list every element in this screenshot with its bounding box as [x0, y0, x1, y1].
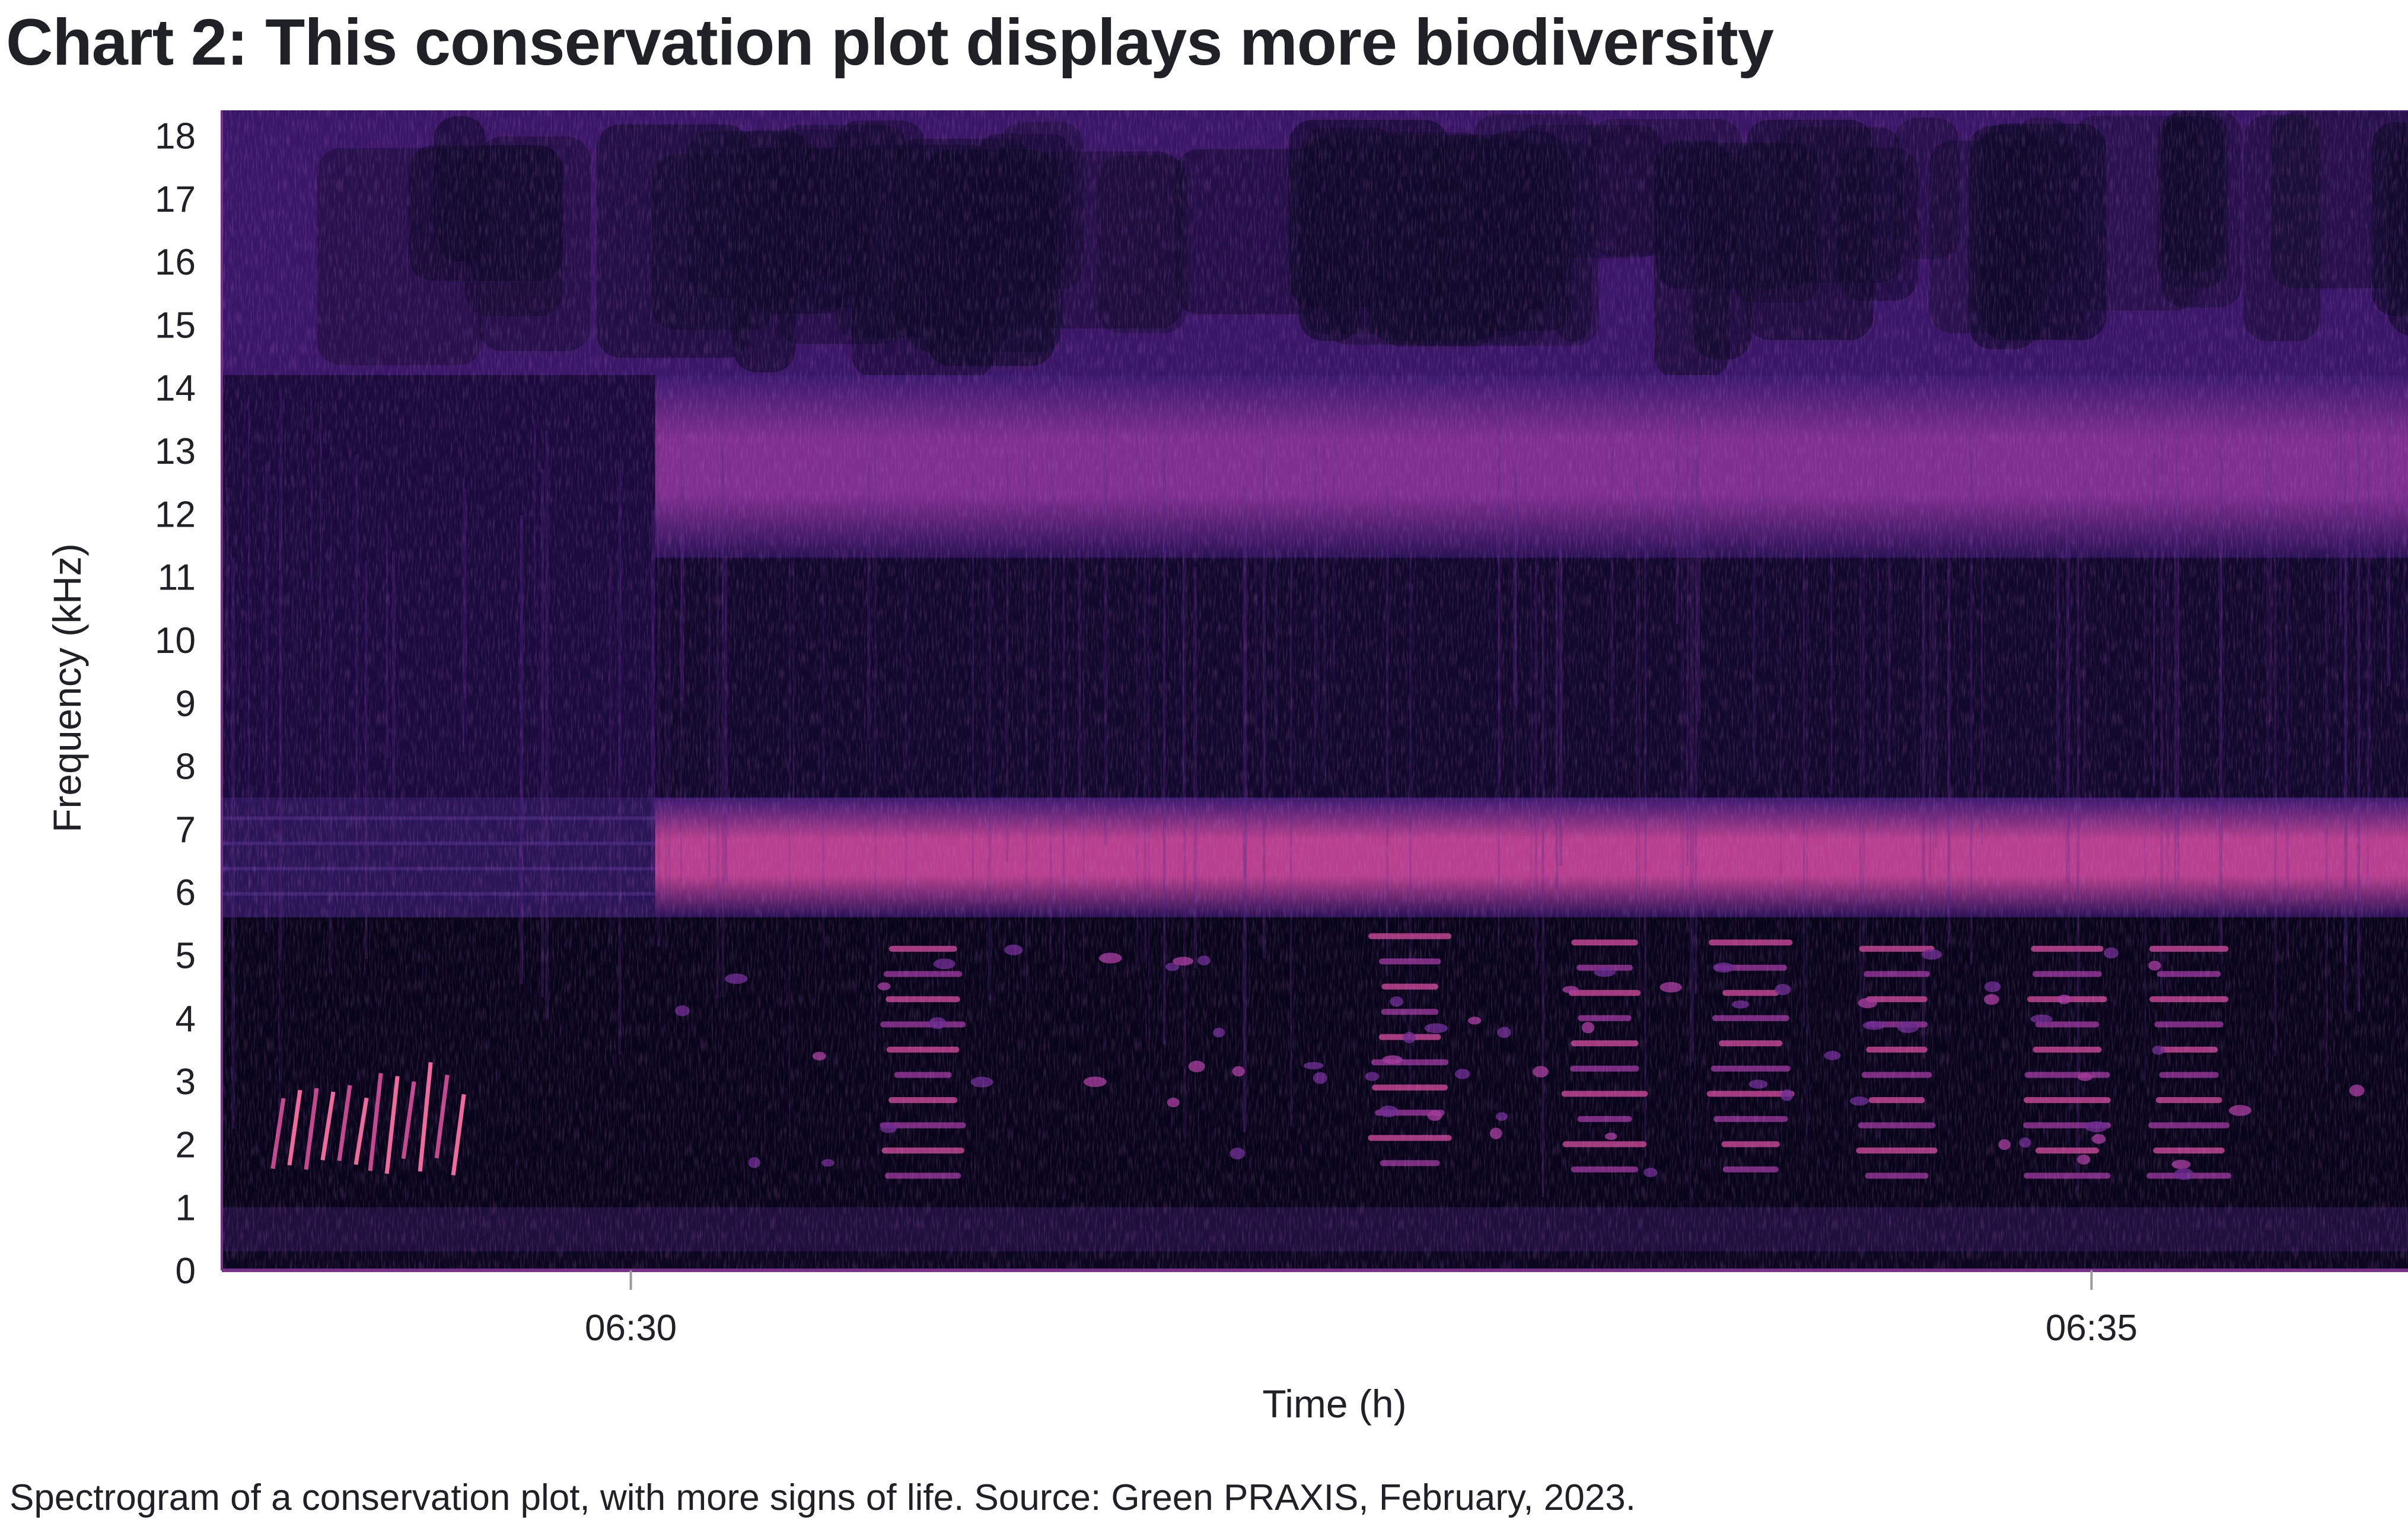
- y-tick-label: 5: [176, 935, 196, 976]
- y-tick-label: 0: [176, 1251, 196, 1292]
- y-tick-label: 13: [155, 431, 196, 472]
- y-tick-label: 4: [176, 999, 196, 1040]
- y-tick-label: 11: [158, 557, 196, 598]
- y-tick-label: 12: [155, 494, 196, 535]
- spectrogram-plot-area: [222, 110, 2408, 1269]
- y-tick-label: 8: [176, 747, 196, 788]
- y-tick-label: 2: [176, 1124, 196, 1165]
- y-tick-label: 7: [176, 810, 196, 850]
- x-axis-ticks: 06:30 06:35: [585, 1270, 2138, 1349]
- y-tick-label: 17: [155, 179, 196, 220]
- y-tick-label: 6: [176, 872, 196, 913]
- noise-texture: [222, 110, 2408, 1269]
- y-tick-label: 1: [176, 1188, 196, 1229]
- y-tick-label: 16: [155, 242, 196, 283]
- x-axis-label: Time (h): [1262, 1382, 1406, 1426]
- y-tick-label: 18: [155, 116, 196, 157]
- y-axis-label: Frequency (kHz): [45, 543, 89, 833]
- x-tick-label: 06:35: [2046, 1308, 2138, 1349]
- y-tick-label: 15: [155, 305, 196, 346]
- y-tick-label: 9: [176, 683, 196, 724]
- y-tick-label: 3: [176, 1062, 196, 1102]
- chart-title: Chart 2: This conservation plot displays…: [6, 6, 1774, 79]
- y-tick-label: 14: [155, 368, 196, 409]
- chart-caption: Spectrogram of a conservation plot, with…: [9, 1477, 1636, 1518]
- x-tick-label: 06:30: [585, 1308, 677, 1349]
- y-tick-label: 10: [155, 620, 196, 661]
